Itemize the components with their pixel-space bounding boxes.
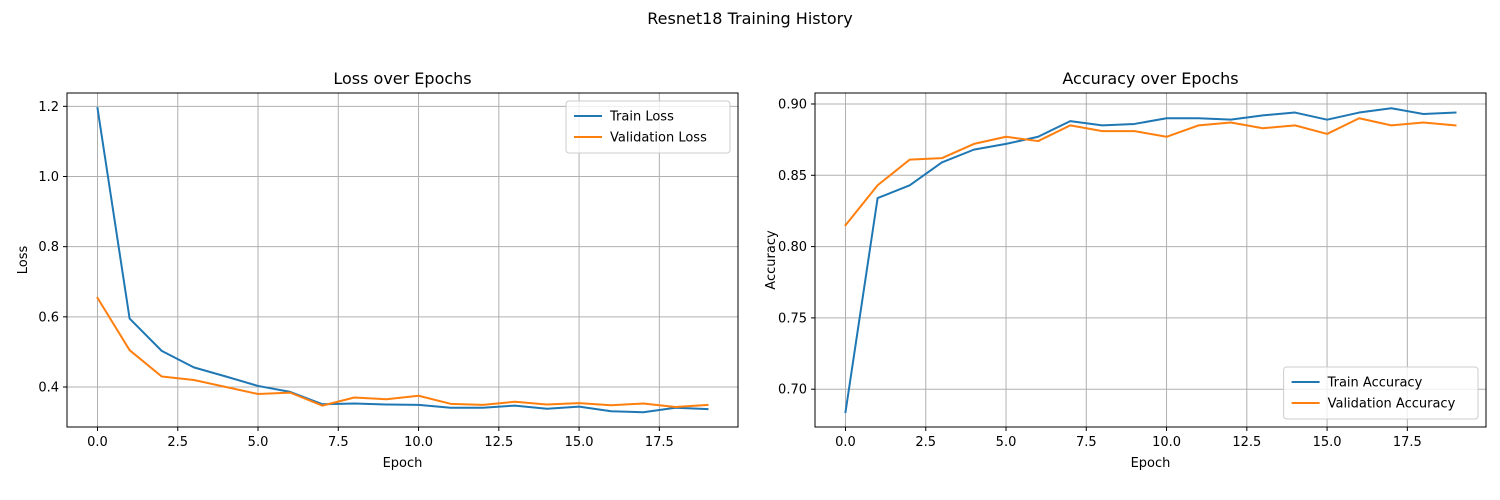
accuracy-y-axis-label: Accuracy (764, 230, 779, 290)
accuracy-axes-frame (814, 92, 1487, 428)
accuracy-xtick-label: 10.0 (1152, 435, 1181, 450)
loss-legend-label-0: Train Loss (609, 110, 674, 125)
loss-series-line-train-loss (96, 106, 709, 414)
loss-xtick-label: 17.5 (645, 435, 674, 450)
accuracy-xtick-label: 12.5 (1232, 435, 1261, 450)
loss-y-axis-label: Loss (16, 246, 31, 275)
loss-ytick-label: 0.8 (38, 240, 59, 255)
accuracy-chart-title: Accuracy over Epochs (1062, 69, 1238, 88)
loss-chart-title: Loss over Epochs (333, 69, 471, 88)
accuracy-legend-box (1283, 366, 1479, 420)
loss-axes-frame (66, 92, 739, 428)
loss-xtick-label: 12.5 (484, 435, 513, 450)
loss-legend: Train Loss Validation Loss (565, 100, 731, 154)
loss-x-axis-label: Epoch (383, 456, 423, 471)
accuracy-ytick-label: 0.85 (778, 169, 807, 184)
accuracy-series-line-validation-accuracy (844, 117, 1457, 227)
accuracy-legend: Train Accuracy Validation Accuracy (1283, 366, 1479, 420)
accuracy-legend-label-0: Train Accuracy (1327, 376, 1423, 391)
accuracy-ytick-label: 0.70 (778, 383, 807, 398)
accuracy-series-line-train-accuracy (844, 107, 1457, 414)
loss-legend-label-1: Validation Loss (610, 131, 707, 146)
loss-ytick-label: 0.4 (38, 381, 59, 396)
accuracy-ytick-label: 0.75 (778, 311, 807, 326)
loss-xtick-label: 5.0 (248, 435, 269, 450)
accuracy-xtick-label: 5.0 (996, 435, 1017, 450)
accuracy-x-axis-label: Epoch (1131, 456, 1171, 471)
figure-suptitle: Resnet18 Training History (647, 9, 852, 28)
loss-series-line-validation-loss (96, 296, 709, 408)
loss-xtick-label: 15.0 (565, 435, 594, 450)
loss-legend-box (565, 100, 731, 154)
accuracy-legend-label-1: Validation Accuracy (1328, 397, 1456, 412)
loss-xtick-label: 7.5 (328, 435, 349, 450)
accuracy-ytick-label: 0.80 (778, 240, 807, 255)
loss-ytick-label: 1.0 (38, 170, 59, 185)
loss-xtick-label: 0.0 (87, 435, 108, 450)
accuracy-xtick-label: 2.5 (915, 435, 936, 450)
loss-ytick-label: 0.6 (38, 310, 59, 325)
accuracy-xtick-label: 17.5 (1393, 435, 1422, 450)
accuracy-xtick-label: 0.0 (835, 435, 856, 450)
loss-xtick-label: 2.5 (167, 435, 188, 450)
accuracy-xtick-label: 15.0 (1313, 435, 1342, 450)
accuracy-ytick-label: 0.90 (778, 97, 807, 112)
accuracy-xtick-label: 7.5 (1076, 435, 1097, 450)
loss-ytick-label: 1.2 (38, 100, 59, 115)
accuracy-chart: 0.0 2.5 5.0 7.5 10.0 12.5 15.0 17.5 0.70 0.75 0.80… (764, 69, 1487, 471)
loss-chart: 0.0 2.5 5.0 7.5 10.0 12.5 15.0 17.5 0.4 0.6 0.8 1.0… (16, 69, 739, 471)
loss-xtick-label: 10.0 (404, 435, 433, 450)
